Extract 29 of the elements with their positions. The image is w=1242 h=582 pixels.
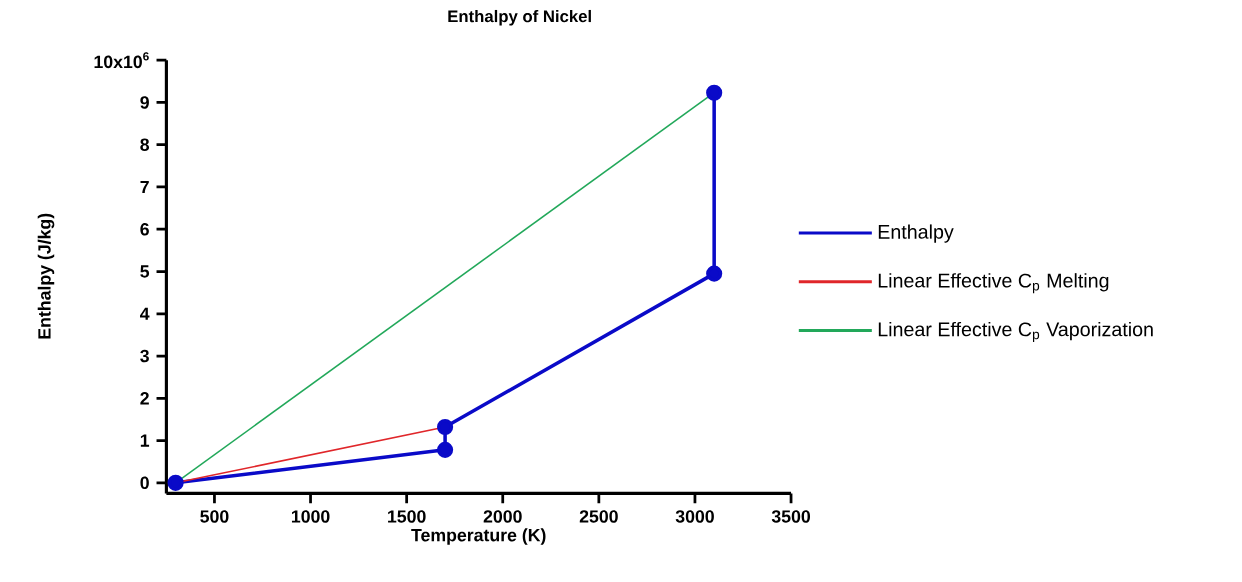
x-tick-label: 1500 bbox=[388, 510, 426, 523]
y-tick-label: 6 bbox=[140, 222, 149, 236]
x-tick-label: 1000 bbox=[291, 510, 330, 523]
y-axis-title: Enthalpy (J/kg) bbox=[37, 213, 55, 339]
legend-label: Linear Effective C$_{p}$ Vaporization bbox=[878, 321, 1153, 342]
y-tick-label: 8 bbox=[140, 138, 150, 151]
x-axis-title: Temperature (K) bbox=[411, 528, 546, 545]
y-tick-label: 9 bbox=[140, 96, 149, 109]
x-tick-label: 2500 bbox=[579, 510, 618, 523]
x-tick-label: 2000 bbox=[483, 510, 522, 523]
y-tick-label: 0 bbox=[140, 476, 149, 490]
text: 10x10$^{6}$ bbox=[94, 52, 149, 69]
x-tick-label: 500 bbox=[200, 510, 229, 523]
y-tick-label: 2 bbox=[140, 392, 149, 405]
y-tick-label: 3 bbox=[140, 349, 149, 363]
legend-label: Enthalpy bbox=[878, 224, 954, 243]
y-tick-label: 5 bbox=[140, 265, 150, 278]
x-tick-label: 3000 bbox=[675, 510, 714, 523]
point bbox=[706, 265, 723, 282]
point bbox=[437, 418, 454, 436]
x-tick-label: 3500 bbox=[771, 510, 811, 523]
point bbox=[437, 441, 454, 458]
chart-title: Enthalpy of Nickel bbox=[448, 9, 591, 26]
y-tick-label: 4 bbox=[140, 307, 150, 320]
point bbox=[706, 84, 723, 101]
y-tick-label: 1 bbox=[140, 434, 150, 447]
point bbox=[167, 474, 184, 491]
y-tick-label: 7 bbox=[140, 180, 149, 193]
legend-label: Linear Effective C$_{p}$ Melting bbox=[878, 273, 1109, 294]
